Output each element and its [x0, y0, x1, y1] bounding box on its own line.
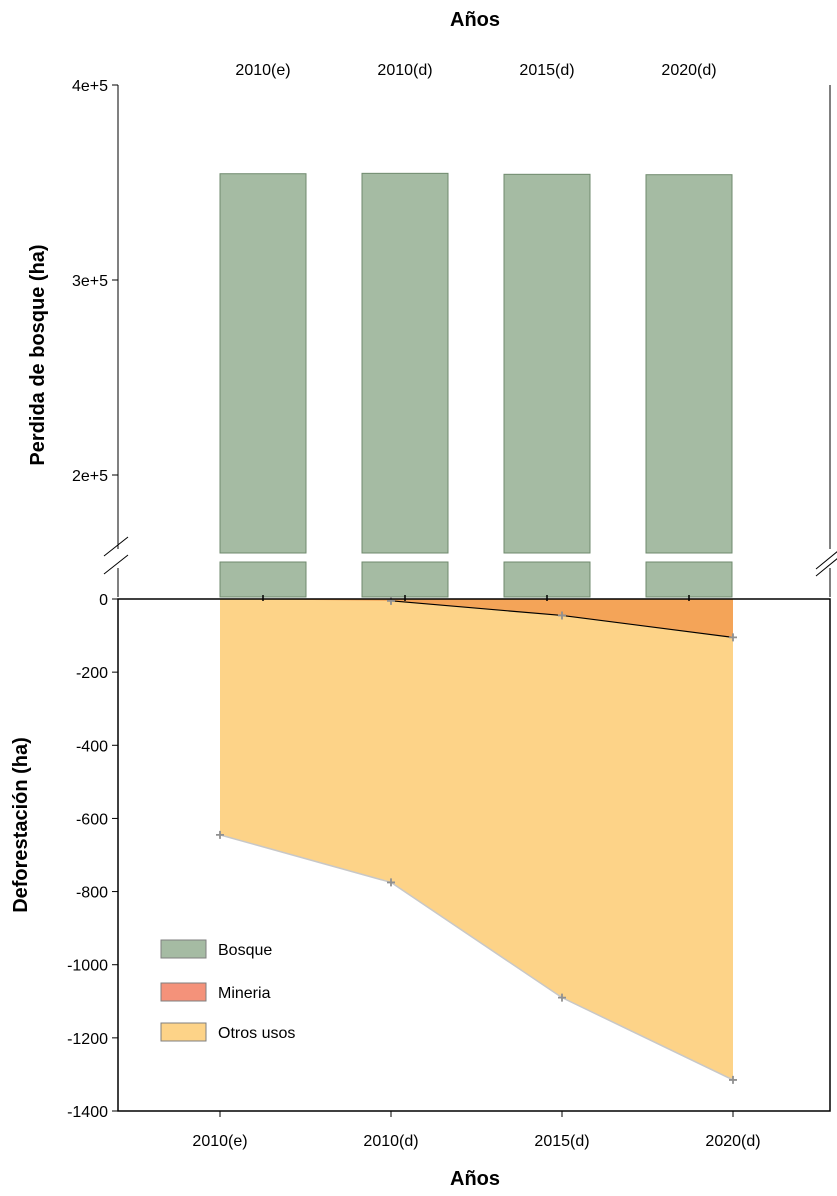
legend-swatch: [161, 940, 206, 958]
bottom-y-tick-label: -400: [76, 738, 108, 755]
bottom-x-axis-title: Años: [450, 1168, 500, 1190]
bottom-x-tick-label: 2015(d): [534, 1133, 589, 1150]
legend-label: Bosque: [218, 942, 272, 959]
bar-bosque-lower-segment: [362, 562, 448, 597]
top-y-tick-label: 3e+5: [72, 273, 108, 290]
bar-bosque-lower-segment: [220, 562, 306, 597]
bottom-panel: 0 -200 -400 -600 -800 -1000 -1200 -1400 2010(e) 2…: [10, 592, 830, 1150]
area-otros-usos: [220, 599, 733, 1080]
axis-break-mark: [104, 555, 128, 574]
legend: Bosque Mineria Otros usos: [161, 940, 295, 1042]
bottom-y-tick-label: -1000: [67, 958, 108, 975]
top-y-axis-title: Perdida de bosque (ha): [27, 244, 49, 465]
top-x-tick-label: 2010(e): [235, 62, 290, 79]
axis-break-mark: [104, 537, 128, 556]
axis-break-mark: [816, 551, 837, 569]
top-y-tick-label: 4e+5: [72, 78, 108, 95]
legend-swatch: [161, 1023, 206, 1041]
top-y-tick-label: 2e+5: [72, 468, 108, 485]
top-x-tick-label: 2010(d): [377, 62, 432, 79]
bottom-y-tick-label: -1200: [67, 1031, 108, 1048]
legend-label: Otros usos: [218, 1025, 295, 1042]
bottom-y-tick-label: -600: [76, 811, 108, 828]
bottom-y-axis-title: Deforestación (ha): [10, 737, 32, 913]
bar-bosque: [220, 174, 306, 553]
bottom-y-tick-label: -200: [76, 665, 108, 682]
bar-bosque: [362, 173, 448, 553]
legend-swatch: [161, 983, 206, 1001]
bar-bosque: [504, 174, 590, 553]
top-x-tick-label: 2015(d): [519, 62, 574, 79]
bar-bosque-lower-segment: [504, 562, 590, 597]
bottom-x-tick-label: 2020(d): [705, 1133, 760, 1150]
top-x-axis-title: Años: [450, 9, 500, 31]
bottom-x-tick-label: 2010(d): [363, 1133, 418, 1150]
bottom-x-tick-label: 2010(e): [192, 1133, 247, 1150]
bottom-y-tick-label: -800: [76, 885, 108, 902]
top-x-tick-label: 2020(d): [661, 62, 716, 79]
top-panel: 2e+5 3e+5 4e+5 2010(e) 2010(d) 2015(d) 2020(d)…: [27, 62, 837, 597]
legend-label: Mineria: [218, 985, 271, 1002]
bar-bosque: [646, 175, 732, 553]
bar-bosque-lower-segment: [646, 562, 732, 597]
bottom-y-tick-label: 0: [99, 592, 108, 609]
bottom-y-tick-label: -1400: [67, 1104, 108, 1121]
